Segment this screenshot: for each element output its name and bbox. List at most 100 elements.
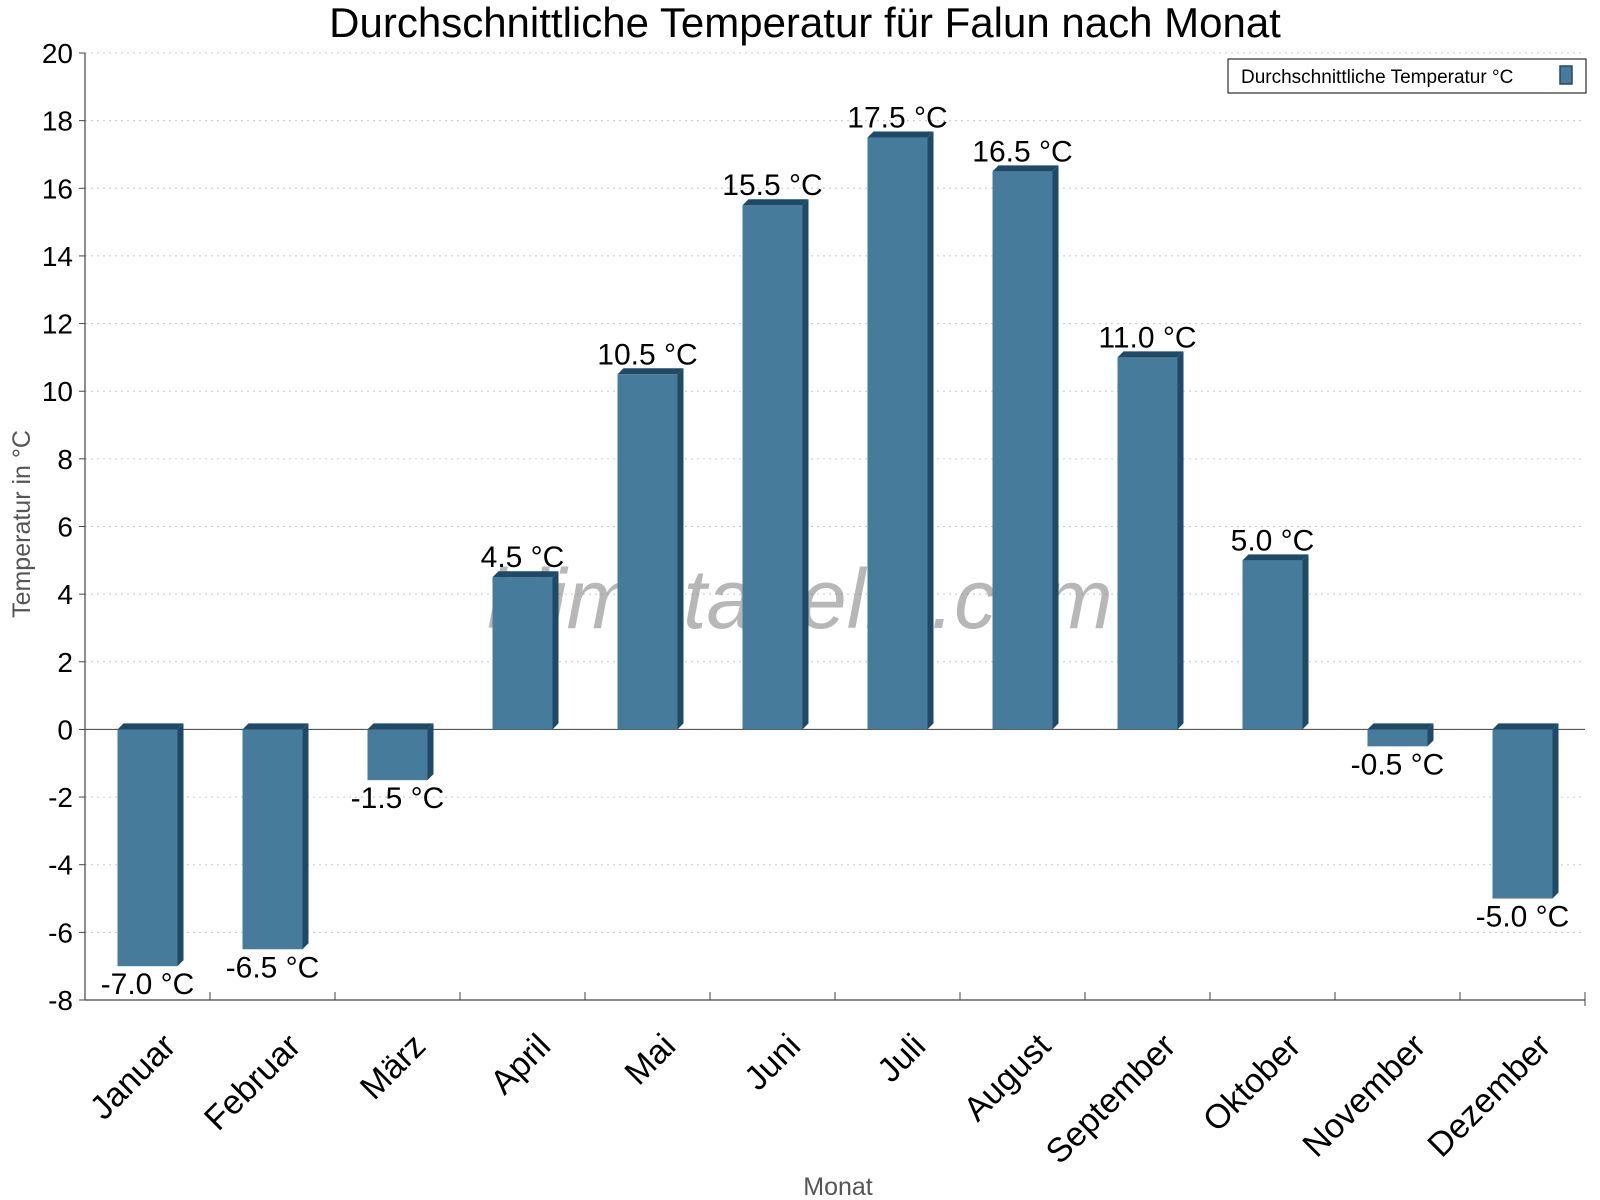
- bar-top: [1492, 723, 1559, 730]
- bar: [242, 723, 309, 950]
- bar-side: [1302, 554, 1309, 730]
- bar: [117, 723, 184, 967]
- x-category-label: Juni: [737, 1027, 808, 1098]
- bar-side: [1052, 165, 1059, 730]
- y-axis-title: Temperatur in °C: [8, 430, 36, 618]
- x-category-label: Dezember: [1420, 1027, 1558, 1165]
- x-category-label: Juli: [870, 1027, 933, 1090]
- bar-side: [927, 131, 934, 730]
- value-label: 10.5 °C: [597, 338, 697, 371]
- x-category-label: November: [1295, 1027, 1433, 1165]
- value-label: 5.0 °C: [1231, 524, 1315, 557]
- value-label: 17.5 °C: [847, 102, 947, 135]
- bar-side: [1427, 723, 1434, 747]
- bar: [1117, 351, 1184, 730]
- y-tick-label: 18: [42, 106, 73, 137]
- x-category-label: März: [353, 1027, 433, 1107]
- bar-face: [242, 729, 303, 950]
- y-tick-label: -8: [48, 985, 73, 1016]
- value-label: 11.0 °C: [1098, 321, 1196, 354]
- y-tick-label: 8: [57, 444, 73, 475]
- bar: [742, 199, 809, 730]
- bar-top: [867, 131, 934, 138]
- bar: [1242, 554, 1309, 730]
- y-tick-label: -2: [48, 782, 73, 813]
- x-category-label: September: [1039, 1027, 1183, 1171]
- bar-side: [1552, 723, 1559, 899]
- bar-side: [177, 723, 184, 967]
- legend-swatch: [1559, 65, 1573, 85]
- value-label: 15.5 °C: [722, 169, 822, 202]
- bar-face: [1492, 729, 1553, 899]
- value-label: -1.5 °C: [351, 782, 445, 815]
- grid-lines: [85, 52, 1585, 933]
- bar: [992, 165, 1059, 730]
- bar-top: [1367, 723, 1434, 730]
- value-label: -5.0 °C: [1476, 901, 1570, 934]
- y-tick-label: 12: [42, 309, 73, 340]
- legend: Durchschnittliche Temperatur °C: [1227, 58, 1587, 94]
- x-axis-title: Monat: [803, 1173, 873, 1200]
- bar: [367, 723, 434, 781]
- bar: [1367, 723, 1434, 747]
- bar-face: [492, 577, 553, 730]
- bar: [617, 368, 684, 730]
- bar-face: [867, 137, 928, 730]
- bar-face: [367, 729, 428, 781]
- bar-top: [367, 723, 434, 730]
- x-category-label: Februar: [197, 1027, 308, 1138]
- bar-side: [1177, 351, 1184, 730]
- axes: [84, 53, 1586, 1006]
- chart-title: Durchschnittliche Temperatur für Falun n…: [329, 0, 1281, 46]
- legend-box: [1227, 58, 1587, 94]
- bar-top: [492, 571, 559, 578]
- bar-top: [1117, 351, 1184, 358]
- bar-side: [677, 368, 684, 730]
- value-label: -7.0 °C: [101, 968, 195, 1001]
- bar-face: [1242, 560, 1303, 730]
- y-tick-label: -4: [48, 850, 73, 881]
- bar-side: [427, 723, 434, 781]
- bar-side: [552, 571, 559, 730]
- y-tick-label: 0: [57, 714, 73, 745]
- legend-label: Durchschnittliche Temperatur °C: [1241, 67, 1513, 88]
- bars: [117, 131, 1559, 967]
- bar-top: [742, 199, 809, 206]
- y-tick-label: 2: [57, 647, 73, 678]
- bar-face: [617, 374, 678, 730]
- bar: [492, 571, 559, 730]
- bar-side: [302, 723, 309, 950]
- x-category-label: April: [483, 1027, 558, 1102]
- bar-top: [617, 368, 684, 375]
- bar: [867, 131, 934, 730]
- x-category-label: Mai: [618, 1027, 684, 1093]
- x-axis-categories: Januar Februar März April Mai Juni Juli AugustS…: [83, 1026, 1558, 1171]
- bar-side: [802, 199, 809, 730]
- y-tick-label: 14: [42, 241, 73, 272]
- value-label: -6.5 °C: [226, 951, 320, 984]
- y-tick-label: 10: [42, 376, 73, 407]
- bar-face: [1117, 357, 1178, 730]
- bar-face: [117, 729, 178, 967]
- y-tick-label: 6: [57, 512, 73, 543]
- y-tick-label: -6: [48, 917, 73, 948]
- x-category-label: Oktober: [1196, 1027, 1308, 1139]
- bar-top: [117, 723, 184, 730]
- bar-top: [1242, 554, 1309, 561]
- bar-top: [992, 165, 1059, 172]
- y-tick-label: 16: [42, 173, 73, 204]
- bar-face: [1367, 729, 1428, 747]
- y-tick-label: 4: [57, 579, 73, 610]
- bar-top: [242, 723, 309, 730]
- x-category-label: Januar: [83, 1027, 183, 1127]
- value-label: -0.5 °C: [1351, 748, 1445, 781]
- bar: [1492, 723, 1559, 899]
- y-tick-label: 20: [42, 38, 73, 69]
- x-category-label: August: [956, 1026, 1058, 1128]
- bar-face: [992, 171, 1053, 730]
- value-label: 4.5 °C: [481, 541, 565, 574]
- value-labels: -7.0 °C -6.5 °C -1.5 °C 4.5 °C 10.5 °C 15.5 °…: [101, 102, 1570, 1002]
- value-label: 16.5 °C: [972, 135, 1072, 168]
